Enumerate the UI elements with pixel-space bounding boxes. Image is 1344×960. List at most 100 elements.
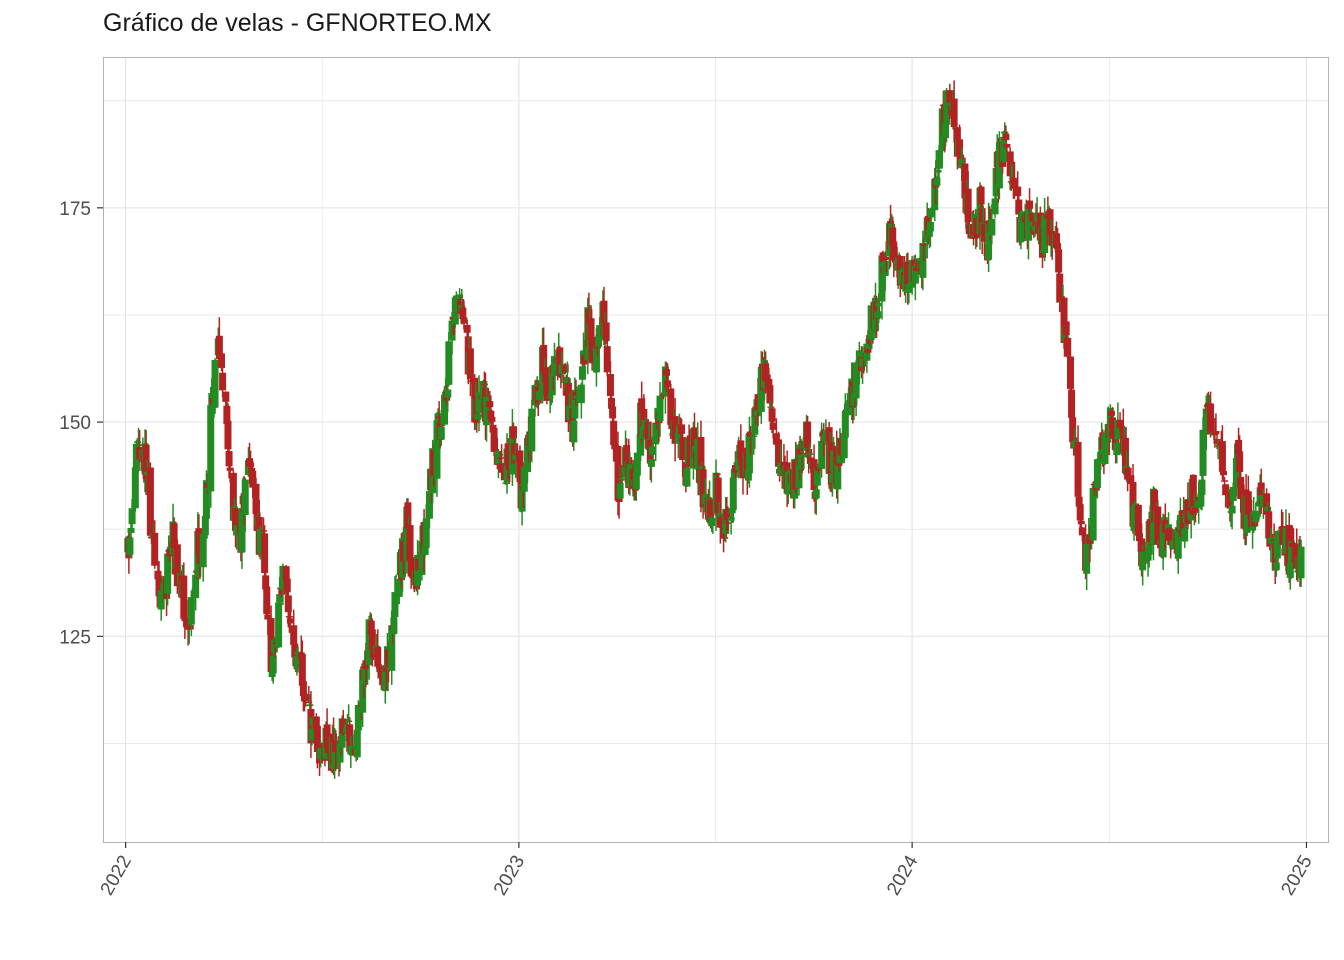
- candle-body: [1093, 459, 1101, 489]
- candle-body: [556, 347, 564, 376]
- candle-body: [435, 416, 443, 419]
- candle-body: [486, 401, 494, 408]
- candle-body: [1068, 389, 1076, 418]
- candle-body: [587, 318, 595, 341]
- candle-body: [381, 666, 389, 692]
- candle-body: [728, 507, 736, 514]
- candle-body: [256, 528, 264, 554]
- candle-body: [933, 177, 941, 186]
- candle-body: [1189, 474, 1197, 516]
- candle-body: [715, 513, 723, 519]
- candle-body: [882, 256, 890, 261]
- candle-body: [1074, 441, 1082, 497]
- candle-body: [1089, 487, 1097, 541]
- candle-body: [528, 408, 536, 452]
- candle-body: [596, 325, 604, 335]
- candle-body: [818, 441, 826, 469]
- candle-body: [1235, 439, 1243, 455]
- candle-body: [324, 745, 332, 753]
- candle-body: [875, 302, 883, 307]
- candle-body: [1121, 437, 1129, 474]
- candle-body: [1287, 541, 1295, 567]
- candle-body: [985, 220, 993, 260]
- candle-body: [480, 383, 488, 386]
- candle-body: [828, 473, 836, 483]
- candle-body: [299, 681, 307, 697]
- candle-body: [1221, 480, 1229, 482]
- candle-body: [406, 525, 414, 562]
- candle-body: [714, 477, 722, 516]
- candle-body: [414, 554, 422, 586]
- candle-body: [459, 307, 467, 320]
- candle-body: [564, 382, 572, 423]
- candle-body: [772, 433, 780, 445]
- candle-body: [874, 311, 882, 319]
- candle-body: [1273, 535, 1281, 559]
- candle-body: [226, 467, 234, 471]
- candle-body: [229, 472, 237, 521]
- candle-body: [935, 150, 943, 169]
- candle-body: [1274, 530, 1282, 539]
- candle-body: [283, 578, 291, 593]
- candle-body: [814, 467, 822, 471]
- candle-body: [520, 467, 528, 492]
- candle-body: [722, 508, 730, 535]
- candle-body: [656, 395, 664, 422]
- candle-body: [961, 163, 969, 199]
- candle-body: [133, 441, 141, 443]
- candle-body: [1056, 273, 1064, 303]
- candle-body: [278, 588, 286, 595]
- candle-body: [511, 443, 519, 464]
- candle-body: [1026, 200, 1034, 209]
- candle-body: [222, 391, 230, 402]
- candle-body: [648, 446, 656, 456]
- candle-body: [490, 428, 498, 452]
- candle-body: [1046, 209, 1054, 246]
- candle-body: [804, 421, 812, 448]
- candle-body: [920, 244, 928, 246]
- candle-body: [1124, 467, 1132, 480]
- candle-body: [460, 317, 468, 324]
- candle-body: [745, 432, 753, 474]
- candle-body: [595, 335, 603, 347]
- candle-body: [1257, 482, 1265, 496]
- candle-body: [1229, 486, 1237, 501]
- candle-body: [248, 467, 256, 473]
- candle-body: [632, 472, 640, 490]
- candle-body: [421, 545, 429, 555]
- candle-body: [881, 260, 889, 277]
- candle-body: [864, 347, 872, 353]
- candle-body: [546, 396, 554, 399]
- candle-body: [912, 267, 920, 271]
- candle-body: [1191, 507, 1199, 513]
- candle-body: [502, 482, 510, 484]
- candle-body: [336, 740, 344, 763]
- candle-body: [452, 295, 460, 302]
- candle-body: [1029, 213, 1037, 222]
- candle-body: [1134, 504, 1142, 536]
- candle-body: [451, 297, 459, 325]
- candle-body: [131, 467, 139, 509]
- candle-body: [323, 724, 331, 748]
- candle-body: [211, 359, 219, 408]
- candle-body: [1297, 546, 1305, 579]
- candle-body: [345, 720, 353, 722]
- y-tick-label: 125: [59, 627, 91, 648]
- candle-body: [889, 227, 897, 247]
- candle-body: [1228, 505, 1236, 514]
- candle-body: [232, 508, 240, 531]
- candle-body: [375, 664, 383, 666]
- candle-body: [1244, 491, 1252, 515]
- candle-body: [1127, 475, 1135, 485]
- candle-body: [376, 666, 384, 673]
- candle-body: [1114, 419, 1122, 440]
- candle-body: [956, 139, 964, 156]
- candle-body: [192, 574, 200, 599]
- candle-body: [1014, 186, 1022, 197]
- candle-body: [374, 647, 382, 667]
- candle-body: [290, 625, 298, 645]
- candle-body: [548, 365, 556, 396]
- candle-body: [1078, 527, 1086, 536]
- candle-body: [1232, 458, 1240, 488]
- candles: [124, 80, 1305, 779]
